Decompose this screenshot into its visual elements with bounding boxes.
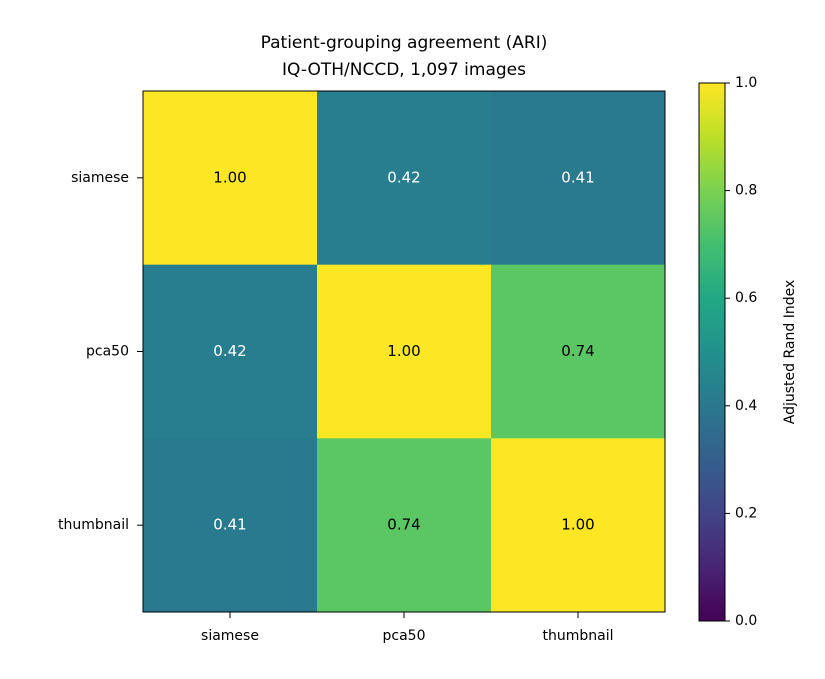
x-tick-label: siamese	[201, 628, 259, 644]
heatmap-cell	[317, 264, 492, 439]
colorbar-tick-label: 0.0	[735, 613, 757, 629]
cell-label: 0.74	[561, 342, 594, 360]
cell-label: 0.74	[387, 516, 420, 534]
cell-label: 0.41	[213, 516, 246, 534]
colorbar-tick-label: 1.0	[735, 75, 757, 91]
y-tick-label: thumbnail	[58, 517, 129, 533]
chart-subtitle: IQ-OTH/NCCD, 1,097 images	[282, 60, 526, 80]
cell-label: 1.00	[561, 516, 594, 534]
heatmap-cell	[143, 264, 318, 439]
colorbar-label: Adjusted Rand Index	[782, 280, 798, 424]
x-tick-label: pca50	[383, 628, 426, 644]
colorbar-tick-label: 0.4	[735, 398, 757, 414]
heatmap-cell	[491, 438, 666, 613]
colorbar-tick-label: 0.8	[735, 183, 757, 199]
y-tick-label: pca50	[86, 344, 129, 360]
cell-label: 1.00	[387, 342, 420, 360]
cell-label: 0.42	[387, 168, 420, 186]
heatmap-cell	[491, 264, 666, 439]
cell-label: 1.00	[213, 168, 246, 186]
cell-label: 0.41	[561, 168, 594, 186]
heatmap-cell	[317, 91, 492, 266]
colorbar	[698, 82, 726, 622]
colorbar-tick-label: 0.6	[735, 290, 757, 306]
chart-title: Patient-grouping agreement (ARI)	[261, 33, 548, 53]
heatmap-cell	[317, 438, 492, 613]
heatmap-cell	[143, 438, 318, 613]
colorbar-tick-label: 0.2	[735, 505, 757, 521]
y-tick-label: siamese	[71, 170, 129, 186]
x-tick-label: thumbnail	[543, 628, 614, 644]
cell-label: 0.42	[213, 342, 246, 360]
heatmap-cell	[143, 91, 318, 266]
heatmap-cell	[491, 91, 666, 266]
